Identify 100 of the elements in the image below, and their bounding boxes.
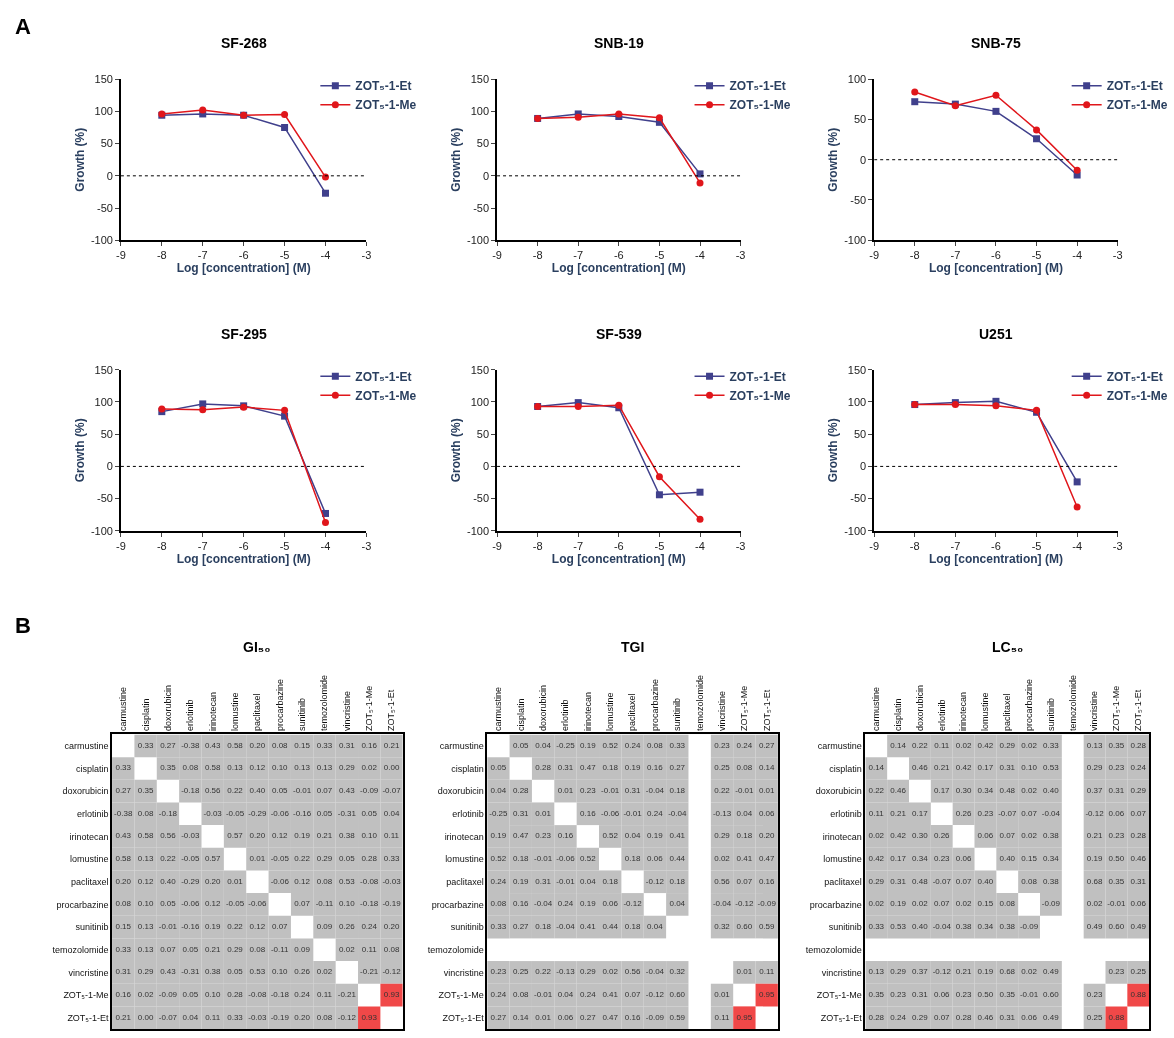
data-label: 0.11 [361, 944, 378, 954]
chart-title: SF-268 [221, 35, 268, 51]
data-label: 0.05 [182, 990, 199, 1000]
data-label: 0.47 [602, 1012, 619, 1022]
data-label: 0.05 [182, 944, 199, 954]
data-label: -0.04 [556, 922, 576, 932]
data-label: -0.01 [556, 876, 576, 886]
data-label: 0.08 [490, 899, 507, 909]
data-label: 0.18 [669, 876, 686, 886]
data-label: 0.29 [1086, 763, 1103, 773]
data-label: 0.52 [602, 831, 619, 841]
y-tick-label: -100 [844, 524, 867, 537]
data-label: 0.13 [294, 763, 311, 773]
data-label: -0.12 [623, 899, 643, 909]
data-label: 0.49 [1043, 967, 1060, 977]
data-label: 0.28 [361, 854, 378, 864]
data-label: 0.02 [339, 944, 356, 954]
data-label: -0.06 [601, 808, 620, 818]
y-tick-label: -100 [467, 234, 490, 247]
x-tick-label: -5 [654, 539, 665, 552]
data-label: 0.33 [115, 763, 132, 773]
data-label: 0.27 [490, 1012, 507, 1022]
x-tick-label: lomustine [980, 692, 991, 731]
data-label: 0.08 [736, 763, 753, 773]
data-label: 0.30 [955, 786, 972, 796]
data-label: 0.49 [1086, 922, 1103, 932]
chart-title: SF-295 [221, 326, 268, 342]
data-label: 0.16 [361, 740, 378, 750]
x-tick-label: -5 [1031, 249, 1042, 262]
x-tick-label: -3 [735, 249, 746, 262]
data-label: 0.27 [669, 763, 686, 773]
x-tick-label: -7 [573, 539, 584, 552]
data-label: 0.24 [490, 990, 507, 1000]
data-label: 0.06 [557, 1012, 574, 1022]
data-label: 0.31 [512, 808, 530, 818]
x-tick-label: sunitinib [672, 697, 683, 731]
data-label: 0.24 [580, 990, 597, 1000]
data-label: 0.19 [977, 967, 994, 977]
data-label: 0.93 [383, 990, 400, 1000]
data-label: -0.06 [181, 899, 200, 909]
data-label: 0.49 [1130, 922, 1147, 932]
x-tick-label: vincristine [716, 690, 727, 731]
data-label: 0.28 [535, 763, 552, 773]
x-tick-label: -4 [320, 539, 331, 552]
data-label: 0.13 [137, 854, 154, 864]
data-label: 0.26 [955, 808, 972, 818]
data-label: -0.16 [293, 808, 312, 818]
data-label: 0.05 [160, 899, 177, 909]
data-label: 0.44 [602, 922, 619, 932]
y-tick-label: procarbazine [809, 899, 862, 910]
data-label: -0.12 [337, 1012, 357, 1022]
data-label: 0.13 [1086, 740, 1103, 750]
data-label: 0.37 [1086, 786, 1103, 796]
data-label: 0.24 [294, 990, 311, 1000]
chart-title: SNB-19 [594, 35, 645, 51]
y-tick-label: doxorubicin [437, 786, 484, 797]
data-label: 0.29 [999, 740, 1016, 750]
x-tick-label: -3 [361, 249, 372, 262]
data-label: 0.21 [316, 831, 333, 841]
data-label: 0.23 [955, 990, 972, 1000]
data-label: 0.31 [535, 876, 552, 886]
data-label: 0.08 [383, 944, 400, 954]
data-label: 0.31 [999, 1012, 1016, 1022]
data-label: -0.13 [556, 967, 576, 977]
data-label: 0.20 [294, 1012, 311, 1022]
data-label: 0.93 [361, 1012, 378, 1022]
y-tick-label: 150 [94, 72, 113, 85]
data-label: 0.24 [490, 876, 507, 886]
data-label: 0.01 [535, 808, 552, 818]
y-tick-label: vincristine [68, 967, 109, 978]
x-tick-label: lomustine [229, 692, 240, 731]
data-label: 0.19 [580, 740, 597, 750]
text: A [15, 14, 31, 39]
x-tick-label: vincristine [1089, 690, 1100, 731]
data-label: 0.07 [294, 899, 311, 909]
data-label: 0.59 [669, 1012, 686, 1022]
legend-label: ZOT₅-1-Me [729, 389, 791, 404]
data-label: 0.10 [204, 990, 222, 1000]
data-label: 0.04 [669, 899, 686, 909]
y-tick-label: 50 [100, 428, 113, 441]
data-label: 0.53 [249, 967, 266, 977]
data-label: -0.05 [225, 808, 245, 818]
data-label: 0.24 [647, 808, 664, 818]
data-label: 0.07 [1021, 808, 1038, 818]
x-tick-label: -8 [156, 249, 167, 262]
data-label: 0.02 [912, 899, 929, 909]
y-tick-label: ZOT₅-1-Me [816, 990, 862, 1001]
y-tick-label: -100 [844, 234, 867, 247]
y-tick-label: temozolomide [805, 944, 862, 955]
data-label: 0.56 [624, 967, 641, 977]
data-label: 0.19 [490, 831, 507, 841]
y-tick-label: 100 [470, 105, 490, 118]
data-label: 0.35 [160, 763, 177, 773]
y-tick-label: ZOT₅-1-Me [63, 990, 109, 1001]
data-label: -0.07 [932, 876, 952, 886]
data-label: 0.58 [204, 763, 222, 773]
data-label: 0.25 [1086, 1012, 1103, 1022]
y-tick-label: sunitinib [75, 922, 109, 933]
data-label: 0.15 [1021, 854, 1038, 864]
data-label: 0.19 [1086, 854, 1103, 864]
